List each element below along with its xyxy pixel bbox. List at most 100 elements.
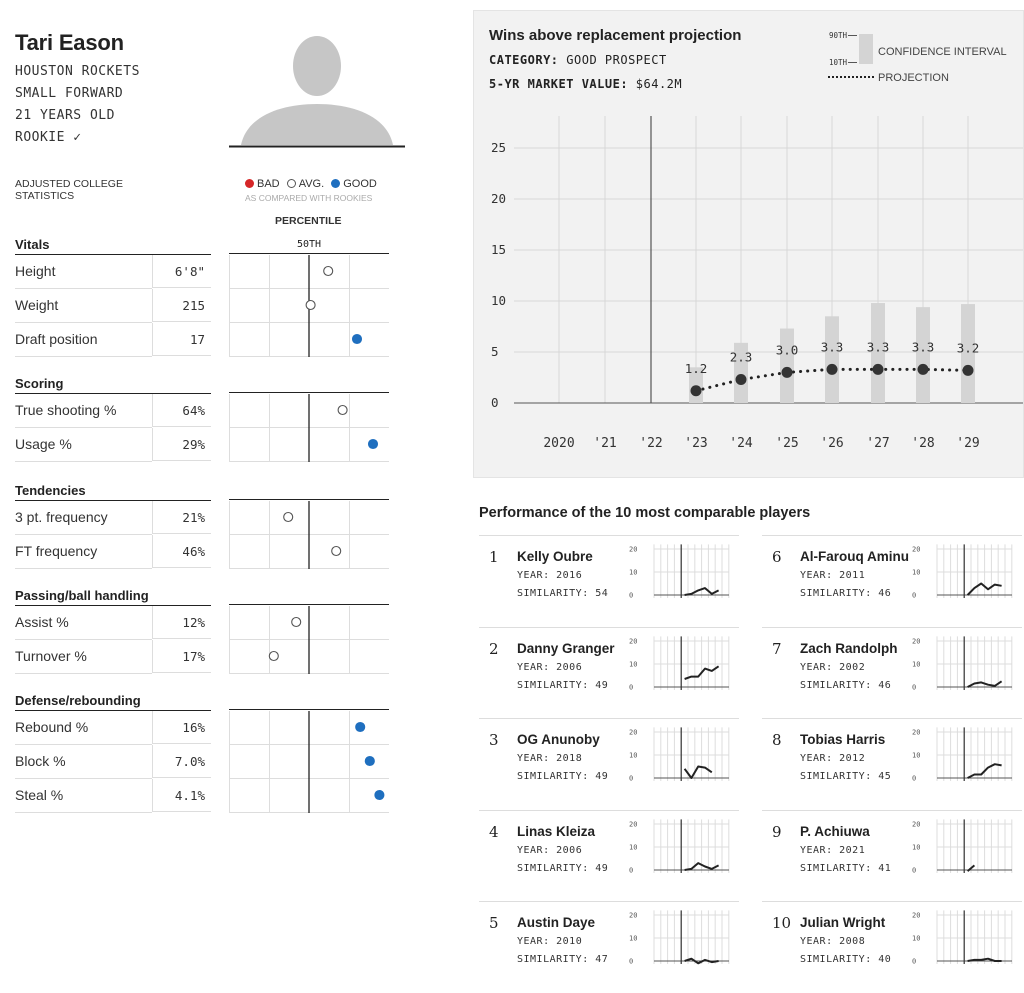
- bad-dot-icon: [245, 179, 254, 188]
- comparable-similarity: SIMILARITY: 46: [800, 680, 891, 691]
- section-axis-line: [229, 253, 389, 254]
- avg-dot-icon: [286, 179, 296, 188]
- projection-value-label: 3.3: [912, 339, 935, 354]
- comparable-player[interactable]: 1 Kelly Oubre YEAR: 2016 SIMILARITY: 54 20 10…: [479, 535, 739, 618]
- stat-section: Passing/ball handling Assist % 12% Turnover…: [15, 588, 390, 674]
- year-value: 2012: [839, 753, 866, 764]
- stat-label: Weight: [15, 289, 152, 323]
- confidence-bar: [916, 307, 930, 403]
- comparable-player[interactable]: 3 OG Anunoby YEAR: 2018 SIMILARITY: 49 20 10 0: [479, 718, 739, 801]
- stat-label: Assist %: [15, 606, 152, 640]
- comparable-rank: 6: [772, 548, 782, 566]
- comparable-similarity: SIMILARITY: 49: [517, 680, 608, 691]
- spark-line: [966, 582, 1002, 596]
- similarity-label: SIMILARITY:: [800, 588, 872, 599]
- spark-y-label: 0: [912, 775, 916, 783]
- stat-value: 6'8": [152, 255, 211, 288]
- comparable-rank: 7: [772, 639, 782, 658]
- spark-line: [966, 864, 976, 872]
- percentile-marker: [374, 789, 385, 801]
- comparable-name: Kelly Oubre: [517, 549, 593, 564]
- legend-projection-label: PROJECTION: [878, 72, 949, 84]
- market-value-label: 5-YR MARKET VALUE:: [489, 77, 629, 91]
- legend-note: AS COMPARED WITH ROOKIES: [245, 193, 373, 203]
- similarity-label: SIMILARITY:: [800, 679, 872, 691]
- comparable-sparkline: 20 10 0: [912, 727, 1013, 783]
- year-label: YEAR:: [517, 570, 550, 581]
- stat-label: Steal %: [15, 779, 152, 813]
- projection-value-label: 3.3: [821, 339, 844, 354]
- spark-y-label: 10: [912, 843, 920, 851]
- similarity-label: SIMILARITY:: [800, 954, 872, 965]
- comparable-player[interactable]: 9 P. Achiuwa YEAR: 2021 SIMILARITY: 41 20 10 0: [762, 809, 1022, 893]
- spark-y-label: 0: [912, 866, 916, 874]
- similarity-label: SIMILARITY:: [517, 954, 589, 965]
- section-title: Scoring: [15, 376, 211, 394]
- comparable-player[interactable]: 6 Al-Farouq Aminu YEAR: 2011 SIMILARITY: 46…: [762, 535, 1022, 618]
- percentile-marker: [268, 650, 279, 662]
- comparable-rank: 5: [489, 914, 499, 932]
- spark-line: [684, 957, 719, 965]
- comparable-player[interactable]: 8 Tobias Harris YEAR: 2012 SIMILARITY: 45 20…: [762, 718, 1022, 801]
- legend-ci-swatch: [859, 34, 873, 64]
- legend-good: GOOD: [343, 178, 377, 190]
- comparable-similarity: SIMILARITY: 41: [800, 863, 891, 874]
- percentile-grid: [229, 501, 389, 535]
- percentile-marker: [351, 333, 363, 345]
- spark-y-label: 0: [629, 592, 633, 600]
- stat-row: Assist % 12%: [15, 606, 390, 640]
- comparable-rank: 4: [489, 822, 499, 841]
- comparable-sparkline: 20 10 0: [912, 910, 1013, 966]
- comparable-player[interactable]: 4 Linas Kleiza YEAR: 2006 SIMILARITY: 49 20 1…: [479, 809, 739, 893]
- y-tick-label: 0: [491, 395, 499, 410]
- x-tick-label: '22: [639, 436, 662, 451]
- stat-value: 21%: [152, 501, 211, 534]
- legend-90th: 90TH: [829, 31, 848, 40]
- stat-row: Turnover % 17%: [15, 640, 390, 674]
- confidence-bar: [734, 342, 748, 403]
- comparable-similarity: SIMILARITY: 49: [517, 771, 608, 782]
- stat-label: Usage %: [15, 428, 152, 462]
- comparable-sparkline: 20 10 0: [629, 818, 730, 874]
- stat-row: Usage % 29%: [15, 428, 390, 462]
- y-tick-label: 10: [491, 293, 506, 308]
- comparable-similarity: SIMILARITY: 40: [800, 954, 891, 965]
- stat-value: 12%: [152, 606, 211, 639]
- y-tick-label: 20: [491, 191, 506, 206]
- comparable-player[interactable]: 5 Austin Daye YEAR: 2010 SIMILARITY: 47 20 10…: [479, 901, 739, 984]
- stat-rows: True shooting % 64% Usage % 29%: [15, 394, 390, 462]
- spark-y-label: 0: [629, 958, 633, 966]
- comparable-year: YEAR: 2011: [800, 570, 865, 581]
- confidence-bar: [961, 304, 975, 403]
- comparable-player[interactable]: 10 Julian Wright YEAR: 2008 SIMILARITY: 40 2…: [762, 901, 1022, 984]
- comparables-title: Performance of the 10 most comparable pl…: [479, 505, 811, 521]
- x-tick-label: '24: [729, 436, 753, 451]
- stat-value: 64%: [152, 394, 211, 427]
- spark-y-label: 10: [629, 843, 637, 851]
- similarity-label: SIMILARITY:: [517, 588, 589, 599]
- war-projection-panel: Wins above replacement projection CATEGO…: [473, 10, 1024, 478]
- percentile-grid: [229, 640, 389, 674]
- year-label: YEAR:: [800, 570, 833, 581]
- legend-ci-label: CONFIDENCE INTERVAL: [878, 46, 1007, 58]
- stat-row: FT frequency 46%: [15, 535, 390, 569]
- comparable-rank: 3: [489, 731, 499, 749]
- comparable-player[interactable]: 2 Danny Granger YEAR: 2006 SIMILARITY: 49 20…: [479, 626, 739, 710]
- spark-y-label: 10: [912, 660, 920, 668]
- spark-y-label: 20: [912, 637, 920, 645]
- spark-line: [967, 957, 1002, 962]
- similarity-label: SIMILARITY:: [800, 862, 872, 874]
- stat-row: 3 pt. frequency 21%: [15, 501, 390, 535]
- comparable-name: OG Anunoby: [517, 732, 600, 747]
- stat-rows: Rebound % 16% Block % 7.0% Steal % 4.1%: [15, 711, 390, 813]
- stat-label: 3 pt. frequency: [15, 501, 152, 535]
- section-axis-line: [229, 709, 389, 710]
- stat-row: Block % 7.0%: [15, 745, 390, 779]
- year-value: 2016: [556, 570, 583, 581]
- projection-chart: 0 5 10 15 20 25 2020 '21 '22 '23 '24 '25 '26 '27 '28 '2…: [491, 31, 1023, 451]
- player-position: SMALL FORWARD: [15, 86, 124, 101]
- comparable-year: YEAR: 2008: [800, 936, 865, 947]
- comparable-rank: 1: [489, 548, 499, 566]
- comparable-player[interactable]: 7 Zach Randolph YEAR: 2002 SIMILARITY: 46 20…: [762, 626, 1022, 710]
- comparable-year: YEAR: 2010: [517, 936, 582, 947]
